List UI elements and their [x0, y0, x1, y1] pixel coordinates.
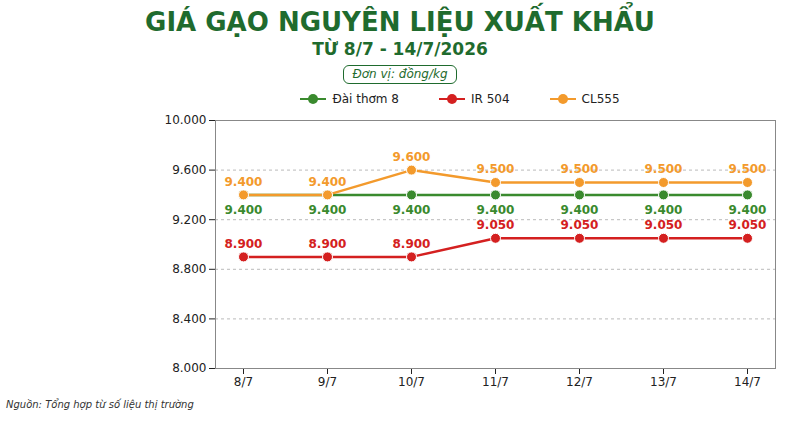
svg-text:12/7: 12/7 — [566, 375, 593, 389]
svg-text:9.400: 9.400 — [561, 203, 599, 217]
svg-text:9.400: 9.400 — [393, 203, 431, 217]
svg-text:8.800: 8.800 — [172, 262, 206, 276]
svg-text:9.200: 9.200 — [172, 213, 206, 227]
html-text:TỪ 8/7 - 14/7/2026: TỪ 8/7 - 14/7/2026 — [312, 39, 488, 59]
svg-text:10.000: 10.000 — [165, 113, 207, 127]
svg-text:8.900: 8.900 — [225, 237, 263, 251]
svg-text:9.400: 9.400 — [225, 175, 263, 189]
html-text:CL555: CL555 — [581, 92, 620, 106]
svg-text:8/7: 8/7 — [234, 375, 253, 389]
html-text:Nguồn: Tổng hợp từ số liệu thị: Nguồn: Tổng hợp từ số liệu thị trường — [6, 399, 194, 410]
svg-text:9.500: 9.500 — [477, 162, 515, 176]
html-text:IR 504: IR 504 — [471, 92, 510, 106]
html-text:Đài thơm 8: Đài thơm 8 — [332, 92, 399, 106]
svg-text:9.400: 9.400 — [645, 203, 683, 217]
svg-text:9.500: 9.500 — [729, 162, 767, 176]
svg-text:14/7: 14/7 — [734, 375, 761, 389]
svg-text:9.500: 9.500 — [645, 162, 683, 176]
svg-text:11/7: 11/7 — [482, 375, 509, 389]
svg-text:10/7: 10/7 — [398, 375, 425, 389]
svg-text:8.900: 8.900 — [393, 237, 431, 251]
svg-text:13/7: 13/7 — [650, 375, 677, 389]
svg-text:9.400: 9.400 — [309, 175, 347, 189]
svg-text:9.400: 9.400 — [477, 203, 515, 217]
svg-text:9.050: 9.050 — [729, 218, 767, 232]
svg-text:9.050: 9.050 — [561, 218, 599, 232]
svg-text:9/7: 9/7 — [318, 375, 337, 389]
svg-text:9.600: 9.600 — [393, 150, 431, 164]
svg-text:9.400: 9.400 — [309, 203, 347, 217]
svg-text:8.400: 8.400 — [172, 312, 206, 326]
svg-text:8.000: 8.000 — [172, 361, 206, 375]
svg-text:9.400: 9.400 — [225, 203, 263, 217]
svg-text:9.500: 9.500 — [561, 162, 599, 176]
html-text:Đơn vị: đồng/kg: Đơn vị: đồng/kg — [352, 67, 448, 81]
html-text:GIÁ GẠO NGUYÊN LIỆU XUẤT KHẨU: GIÁ GẠO NGUYÊN LIỆU XUẤT KHẨU — [145, 7, 655, 37]
svg-text:9.050: 9.050 — [645, 218, 683, 232]
svg-text:9.050: 9.050 — [477, 218, 515, 232]
svg-text:9.400: 9.400 — [729, 203, 767, 217]
svg-text:9.600: 9.600 — [172, 163, 206, 177]
svg-text:8.900: 8.900 — [309, 237, 347, 251]
